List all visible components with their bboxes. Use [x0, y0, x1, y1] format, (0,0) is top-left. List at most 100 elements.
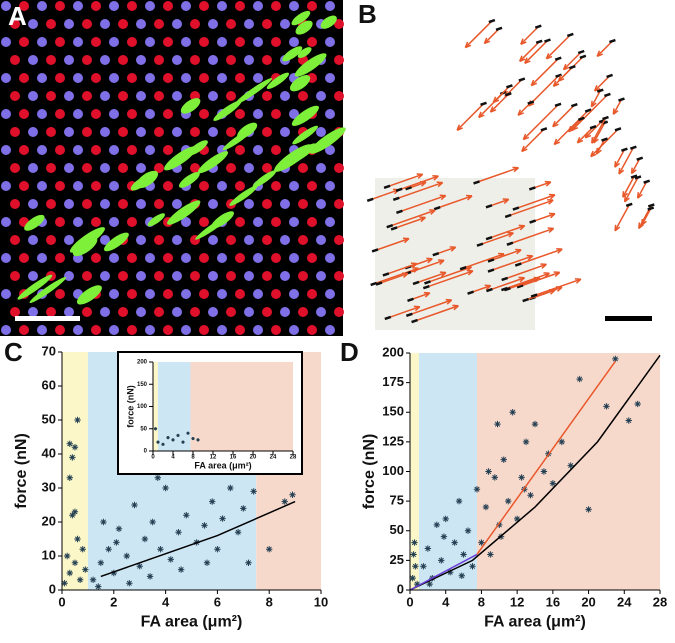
dot	[325, 253, 335, 263]
dot	[289, 325, 299, 335]
adhesion	[178, 171, 200, 188]
arrow-head	[512, 166, 520, 173]
dot	[334, 19, 344, 29]
dot	[10, 163, 20, 173]
dot	[334, 307, 344, 317]
dot	[37, 145, 47, 155]
adhesion	[229, 185, 258, 206]
dot	[10, 271, 20, 281]
streak	[516, 284, 524, 289]
streak	[432, 251, 440, 257]
dot	[154, 91, 164, 101]
arrow	[504, 272, 550, 290]
y-axis-label: force (nN)	[125, 385, 135, 428]
streak	[544, 38, 551, 43]
dot	[253, 253, 263, 263]
fit-line	[409, 354, 661, 591]
dot	[73, 37, 83, 47]
streak	[647, 206, 655, 211]
arrow	[524, 40, 549, 64]
dot	[82, 127, 92, 137]
arrow	[518, 248, 563, 266]
streak	[506, 84, 513, 89]
dot	[325, 145, 335, 155]
data-point	[412, 563, 419, 570]
dot	[37, 325, 47, 335]
dot	[298, 307, 308, 317]
data-point	[131, 501, 138, 509]
data-point	[69, 454, 76, 461]
dot	[253, 217, 263, 227]
streak	[602, 115, 609, 121]
adhesion	[187, 140, 208, 156]
data-point	[245, 559, 252, 566]
adhesion	[24, 214, 45, 231]
dot	[154, 55, 164, 65]
fit-line	[100, 500, 296, 578]
streak	[382, 272, 390, 277]
dot	[235, 253, 245, 263]
streak	[606, 73, 613, 79]
dot	[271, 109, 281, 119]
x-tick-label: 4	[171, 455, 175, 461]
arrow-head	[533, 276, 541, 283]
dot	[127, 289, 137, 299]
y-tick-label: 175	[382, 374, 404, 389]
arrow-head	[456, 124, 463, 131]
dot	[235, 181, 245, 191]
dot	[55, 181, 65, 191]
dot	[64, 19, 74, 29]
x-axis-label: FA area (μm²)	[194, 460, 251, 470]
dot	[280, 307, 290, 317]
dot	[19, 109, 29, 119]
adhesion	[309, 127, 346, 154]
dot	[235, 145, 245, 155]
dot	[226, 19, 236, 29]
adhesion	[282, 46, 303, 62]
dot	[1, 1, 11, 11]
dot	[55, 37, 65, 47]
data-point	[410, 551, 417, 558]
arrow	[532, 181, 552, 190]
data-point	[89, 576, 97, 583]
data-point	[458, 572, 465, 579]
dot	[118, 307, 128, 317]
data-point	[625, 417, 632, 424]
dot	[199, 325, 209, 335]
dot	[262, 199, 272, 209]
dot	[307, 217, 317, 227]
streak	[396, 209, 403, 214]
dot	[118, 19, 128, 29]
streak	[522, 297, 530, 303]
dot	[145, 253, 155, 263]
dot	[271, 37, 281, 47]
data-point	[567, 462, 574, 469]
streak	[459, 266, 467, 271]
x-tick-label: 12	[210, 455, 217, 461]
x-tick-label: 0	[406, 594, 413, 609]
arrow-head	[410, 262, 418, 269]
streak	[579, 54, 587, 60]
dot	[19, 73, 29, 83]
dot	[289, 109, 299, 119]
dot	[100, 19, 110, 29]
dot	[28, 163, 38, 173]
arrow	[489, 93, 509, 113]
dot	[217, 289, 227, 299]
dot	[55, 325, 65, 335]
arrow	[483, 28, 500, 44]
fit-line	[476, 360, 616, 555]
arrow-head	[544, 180, 552, 187]
arrow-head	[521, 145, 528, 153]
streak	[405, 186, 412, 191]
dot	[46, 19, 56, 29]
arrow-head	[517, 109, 524, 116]
arrow	[504, 263, 547, 280]
dot	[190, 127, 200, 137]
dot	[253, 109, 263, 119]
data-point	[411, 539, 418, 546]
data-point	[413, 580, 421, 588]
data-point	[505, 497, 512, 505]
data-point	[491, 474, 499, 481]
streak	[535, 39, 543, 45]
